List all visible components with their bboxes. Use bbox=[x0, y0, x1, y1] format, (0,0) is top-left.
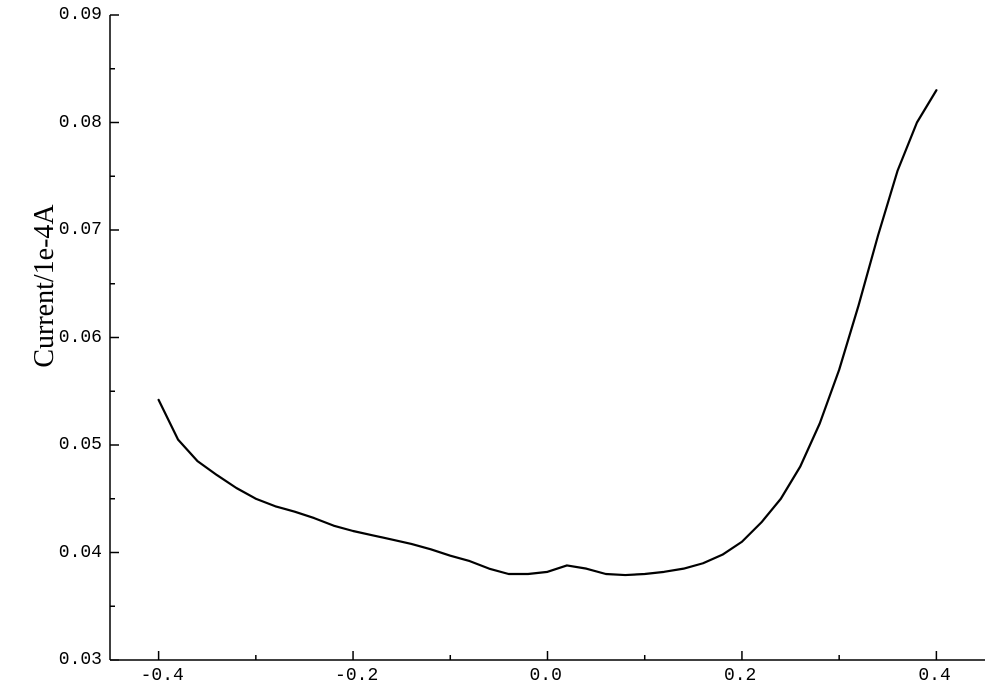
y-tick-label: 0.08 bbox=[59, 113, 102, 133]
y-tick-label: 0.05 bbox=[59, 435, 102, 455]
y-tick-label: 0.09 bbox=[59, 5, 102, 25]
y-tick-label: 0.07 bbox=[59, 220, 102, 240]
y-tick-label: 0.06 bbox=[59, 328, 102, 348]
chart-svg bbox=[0, 0, 1000, 690]
y-tick-label: 0.04 bbox=[59, 543, 102, 563]
x-tick-label: -0.4 bbox=[141, 666, 184, 686]
x-tick-label: 0.0 bbox=[530, 666, 562, 686]
x-tick-label: 0.2 bbox=[724, 666, 756, 686]
x-tick-label: 0.4 bbox=[918, 666, 950, 686]
y-tick-label: 0.03 bbox=[59, 650, 102, 670]
x-tick-label: -0.2 bbox=[335, 666, 378, 686]
chart-container: Current/1e-4A 0.030.040.050.060.070.080.… bbox=[0, 0, 1000, 690]
